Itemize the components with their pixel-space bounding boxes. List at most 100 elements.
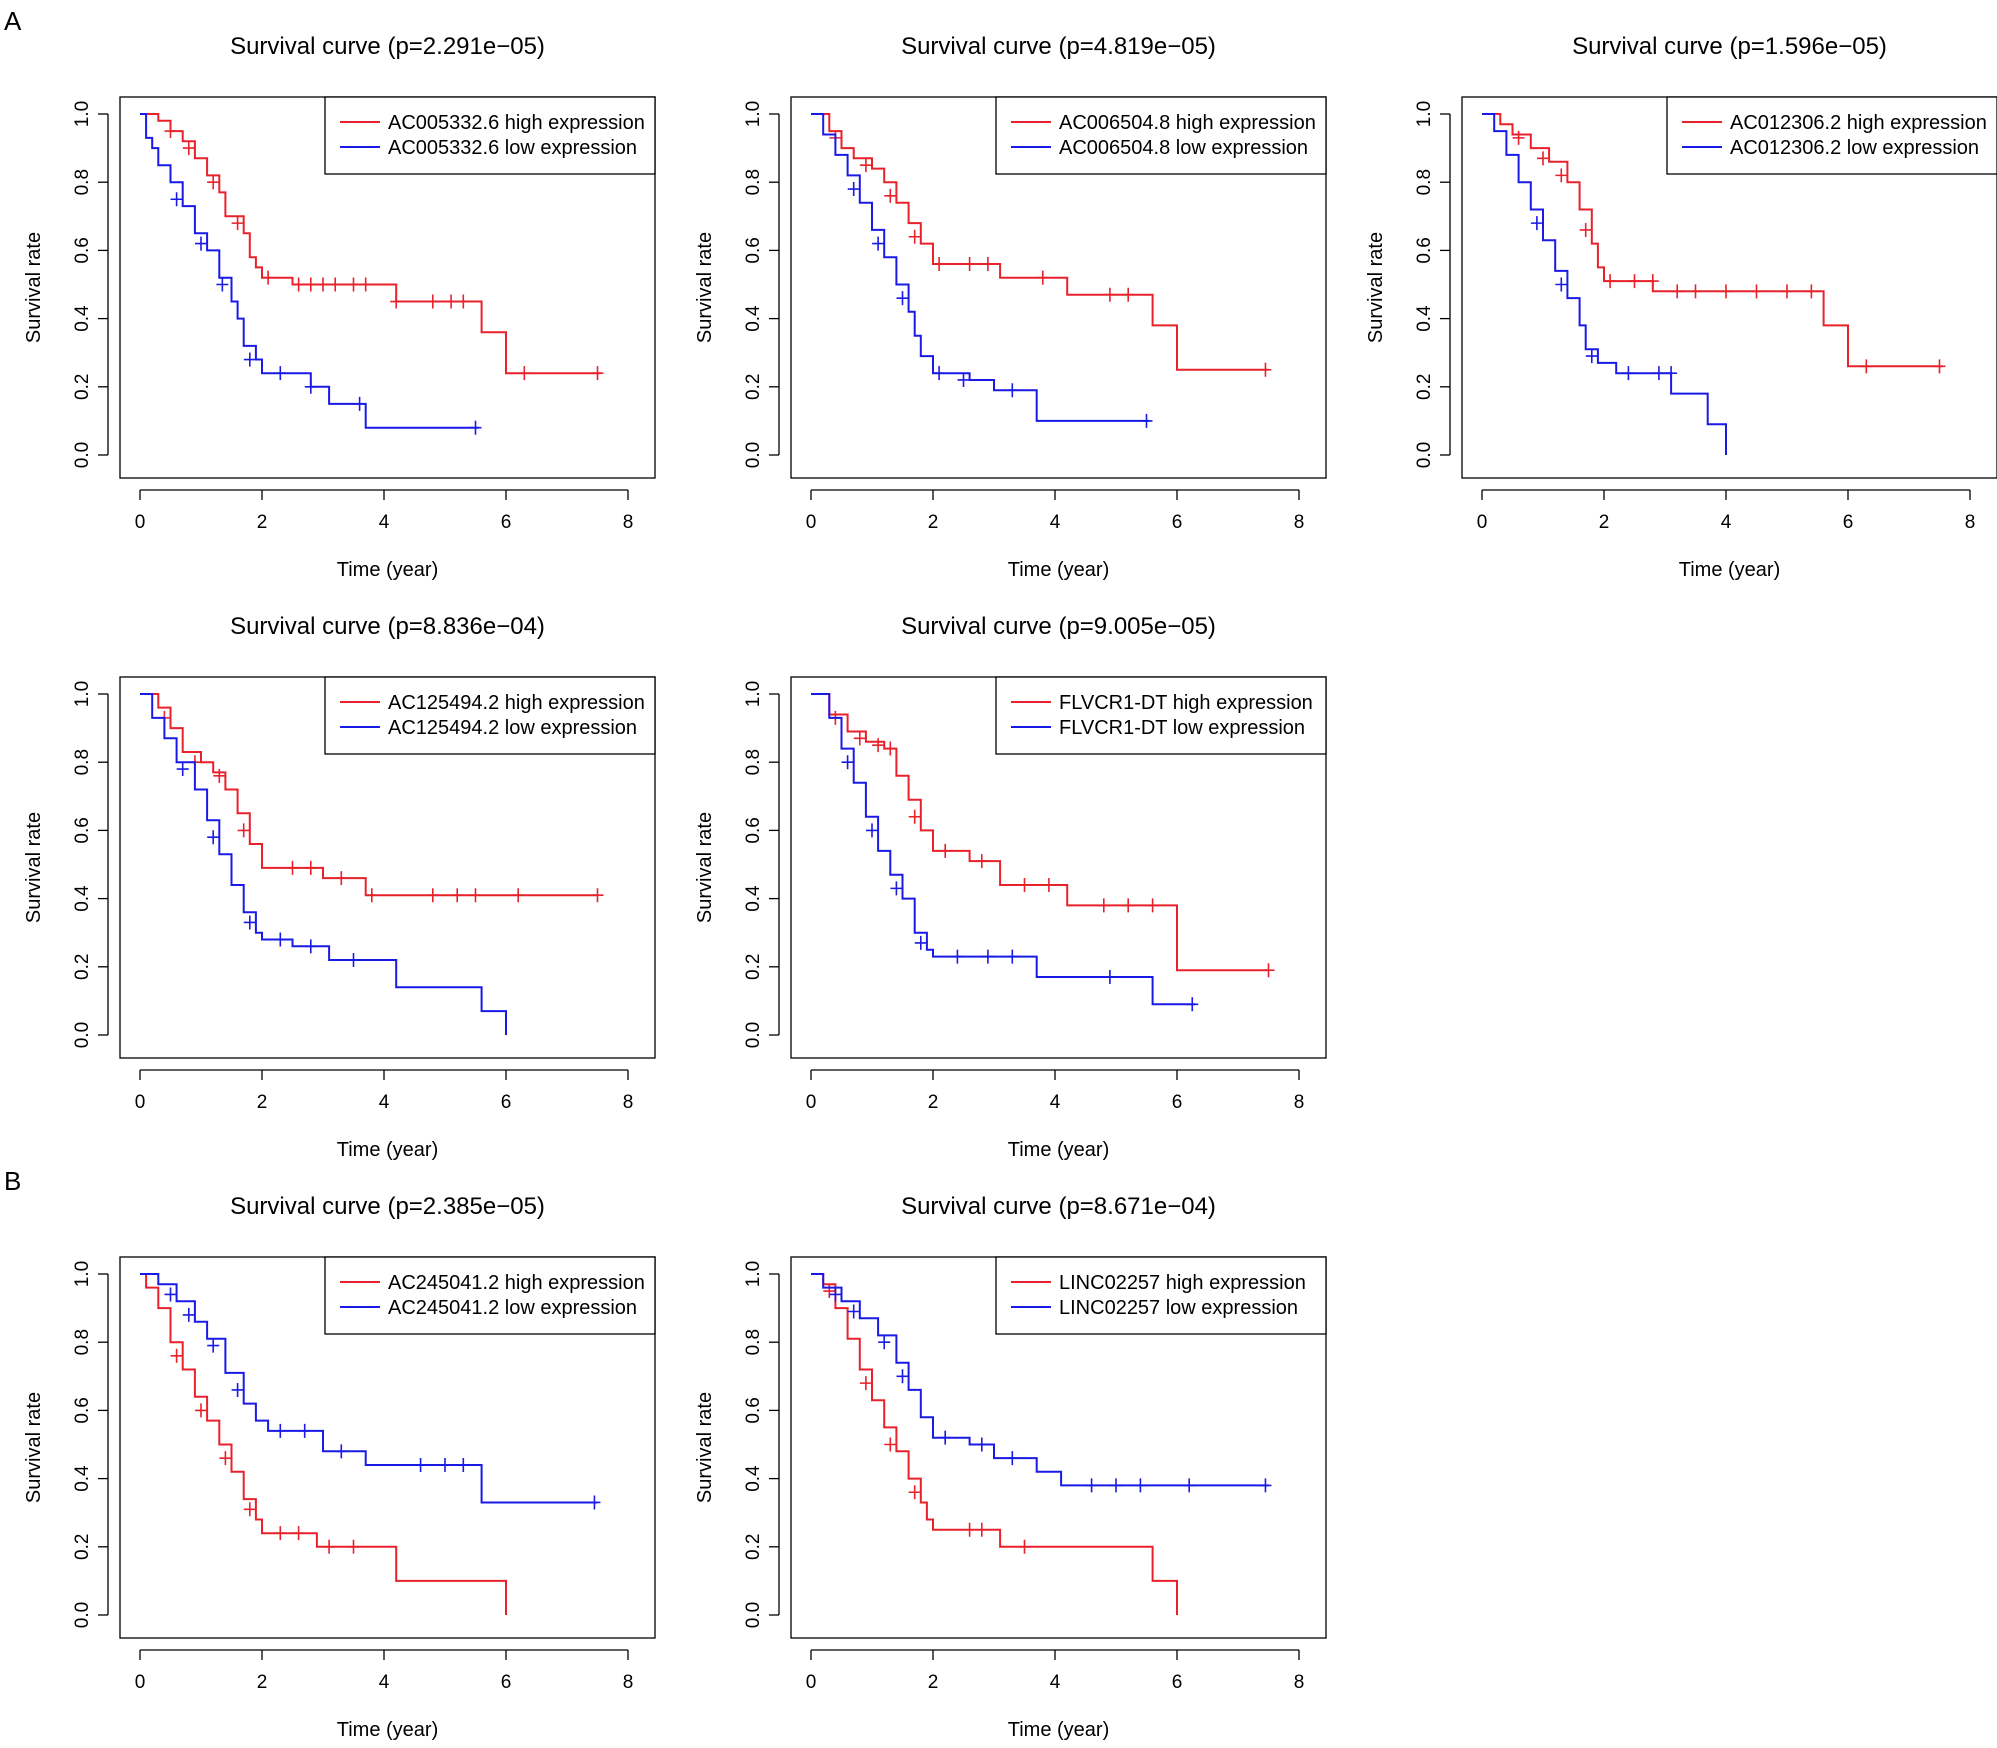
plot-title: Survival curve (p=2.291e−05) [230, 33, 545, 60]
censor-mark [335, 1444, 348, 1459]
censor-mark [414, 1457, 427, 1472]
censor-mark [1146, 898, 1159, 913]
censor-mark [347, 1539, 360, 1554]
y-tick-label: 0.6 [743, 817, 764, 843]
legend-box [324, 676, 656, 755]
censor-mark [335, 871, 348, 886]
censor-mark [866, 823, 878, 838]
y-tick-label: 0.2 [72, 374, 93, 400]
censor-mark [451, 888, 464, 903]
legend-label: AC006504.8 low expression [1059, 137, 1308, 159]
censor-mark [896, 1369, 909, 1384]
plot-title: Survival curve (p=2.385e−05) [230, 1193, 545, 1220]
y-tick-label: 0.0 [743, 442, 764, 468]
survival-plot-7: Survival curve (p=8.671e−04) 0 2 4 6 8 Time (y… [694, 1193, 1327, 1741]
y-tick-label: 0.8 [72, 169, 93, 195]
survival-plot-6: Survival curve (p=2.385e−05) 0 2 4 6 8 Time (y… [23, 1193, 656, 1741]
censor-mark [329, 277, 342, 292]
y-tick-label: 0.0 [72, 1022, 93, 1048]
censor-mark [591, 366, 604, 381]
censor-mark [1555, 168, 1568, 183]
y-tick-label: 1.0 [72, 681, 93, 707]
series-red [140, 693, 604, 903]
censor-mark [1579, 222, 1592, 237]
y-tick-label: 0.0 [743, 1602, 764, 1628]
y-axis: 0.0 0.2 0.4 0.6 0.8 1.0 [72, 681, 109, 1048]
censor-mark [243, 352, 256, 367]
censor-mark [182, 141, 195, 156]
y-tick-label: 0.0 [72, 442, 93, 468]
censor-mark [292, 1526, 305, 1541]
survival-step-line [811, 113, 1150, 422]
plot-title: Survival curve (p=8.671e−04) [901, 1193, 1216, 1220]
censor-mark [195, 236, 207, 251]
censor-mark [286, 860, 299, 875]
x-tick-label: 2 [928, 1672, 939, 1693]
y-tick-label: 0.4 [1414, 305, 1435, 332]
censor-mark [512, 888, 525, 903]
survival-step-line [140, 693, 598, 897]
censor-mark [1259, 362, 1272, 377]
censor-mark [213, 768, 226, 783]
y-axis: 0.0 0.2 0.4 0.6 0.8 1.0 [72, 101, 109, 468]
censor-mark [1103, 970, 1116, 985]
series-blue [811, 693, 1199, 1012]
y-tick-label: 0.4 [72, 305, 93, 332]
censor-mark [878, 1335, 891, 1350]
series-blue [140, 1273, 601, 1510]
x-axis-label: Time (year) [337, 1719, 438, 1741]
censor-mark [1183, 1478, 1196, 1493]
x-axis: 0 2 4 6 8 [1477, 489, 1975, 533]
x-tick-label: 0 [806, 1672, 817, 1693]
y-tick-label: 0.8 [1414, 169, 1435, 195]
legend-label: LINC02257 low expression [1059, 1297, 1298, 1319]
censor-mark [823, 1284, 836, 1299]
x-axis: 0 2 4 6 8 [135, 489, 633, 533]
x-tick-label: 0 [806, 1092, 817, 1113]
censor-mark [469, 888, 482, 903]
y-axis-label: Survival rate [694, 1392, 716, 1503]
legend: AC245041.2 high expression AC245041.2 low… [324, 1256, 656, 1335]
censor-mark [445, 294, 458, 309]
censor-mark [908, 229, 921, 244]
censor-mark [847, 182, 860, 197]
censor-mark [884, 741, 897, 756]
censor-mark [1720, 284, 1732, 299]
series-red [140, 1273, 507, 1615]
legend-label: LINC02257 high expression [1059, 1272, 1306, 1294]
y-tick-label: 0.4 [743, 885, 764, 912]
x-tick-label: 2 [257, 1092, 268, 1113]
x-tick-label: 0 [135, 512, 146, 533]
censor-mark [588, 1495, 601, 1510]
legend-label: FLVCR1-DT low expression [1059, 717, 1305, 739]
panel-label-b: B [4, 1166, 21, 1196]
censor-mark [457, 1457, 470, 1472]
legend-label: AC125494.2 high expression [388, 692, 645, 714]
series-red [140, 113, 604, 381]
x-tick-label: 4 [379, 1672, 390, 1693]
censor-mark [323, 1539, 336, 1554]
censor-mark [170, 192, 183, 207]
censor-mark [1512, 130, 1525, 145]
series-blue [811, 113, 1153, 428]
legend: AC006504.8 high expression AC006504.8 low… [995, 96, 1327, 175]
plot-title: Survival curve (p=4.819e−05) [901, 33, 1216, 60]
y-tick-label: 0.4 [72, 885, 93, 912]
censor-mark [908, 1485, 921, 1500]
x-tick-label: 2 [928, 1092, 939, 1113]
censor-mark [1530, 216, 1543, 231]
censor-mark [304, 939, 317, 954]
series-blue [140, 113, 482, 435]
censor-mark [1665, 366, 1678, 381]
censor-mark [359, 277, 372, 292]
series-blue [1482, 113, 1727, 455]
censor-mark [1781, 284, 1793, 299]
censor-mark [262, 270, 275, 285]
censor-mark [1671, 284, 1684, 299]
censor-mark [426, 294, 439, 309]
censor-mark [469, 420, 482, 435]
y-tick-label: 0.8 [743, 169, 764, 195]
censor-mark [170, 1348, 183, 1363]
y-axis-label: Survival rate [23, 232, 45, 343]
survival-plot-5: Survival curve (p=9.005e−05) 0 2 4 6 8 Time (y… [694, 613, 1327, 1161]
